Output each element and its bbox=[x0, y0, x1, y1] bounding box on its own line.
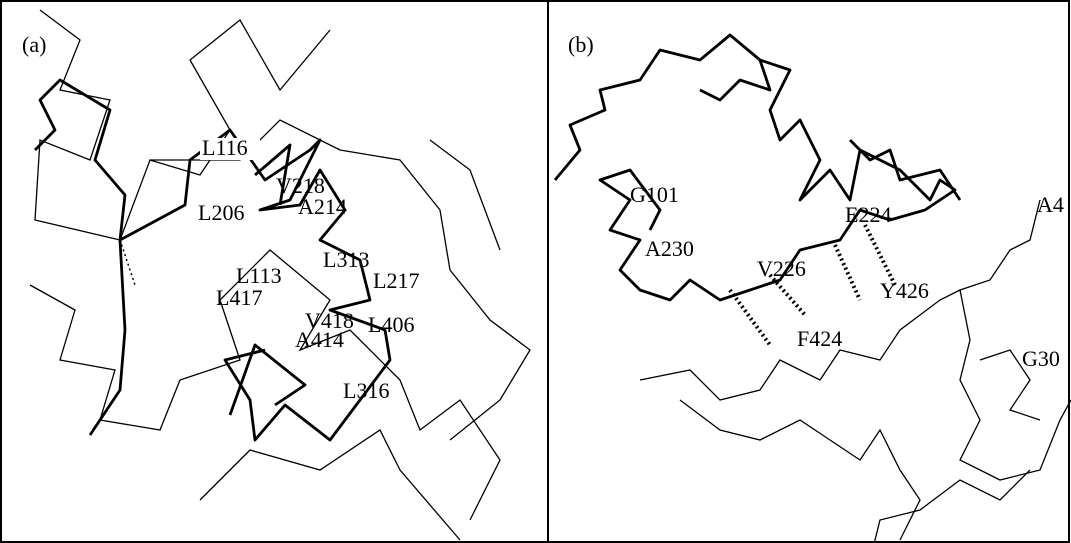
residue-label: A230 bbox=[645, 236, 694, 261]
residue-label: Y426 bbox=[880, 278, 929, 303]
residue-label: L206 bbox=[198, 200, 244, 225]
residue-label: L406 bbox=[368, 312, 414, 337]
residue-label: F424 bbox=[797, 326, 842, 351]
residue-label: E224 bbox=[845, 202, 891, 227]
residue-label: V226 bbox=[757, 256, 806, 281]
panel-label: (a) bbox=[22, 32, 46, 57]
residue-label: A414 bbox=[295, 327, 344, 352]
residue-label: L316 bbox=[343, 378, 389, 403]
residue-label: G30 bbox=[1022, 346, 1060, 371]
panel-b-structure bbox=[555, 35, 1071, 543]
residue-label: L116 bbox=[202, 135, 248, 160]
panel-label: (b) bbox=[568, 32, 594, 57]
figure: (a) L116 V218 A214 L206 L313 L113 L217 L… bbox=[0, 0, 1071, 543]
residue-label: L313 bbox=[323, 247, 369, 272]
residue-label: L417 bbox=[216, 285, 262, 310]
residue-label: L217 bbox=[373, 268, 419, 293]
residue-label: G101 bbox=[630, 182, 679, 207]
residue-label: A214 bbox=[298, 194, 347, 219]
residue-label: A4 bbox=[1037, 192, 1064, 217]
